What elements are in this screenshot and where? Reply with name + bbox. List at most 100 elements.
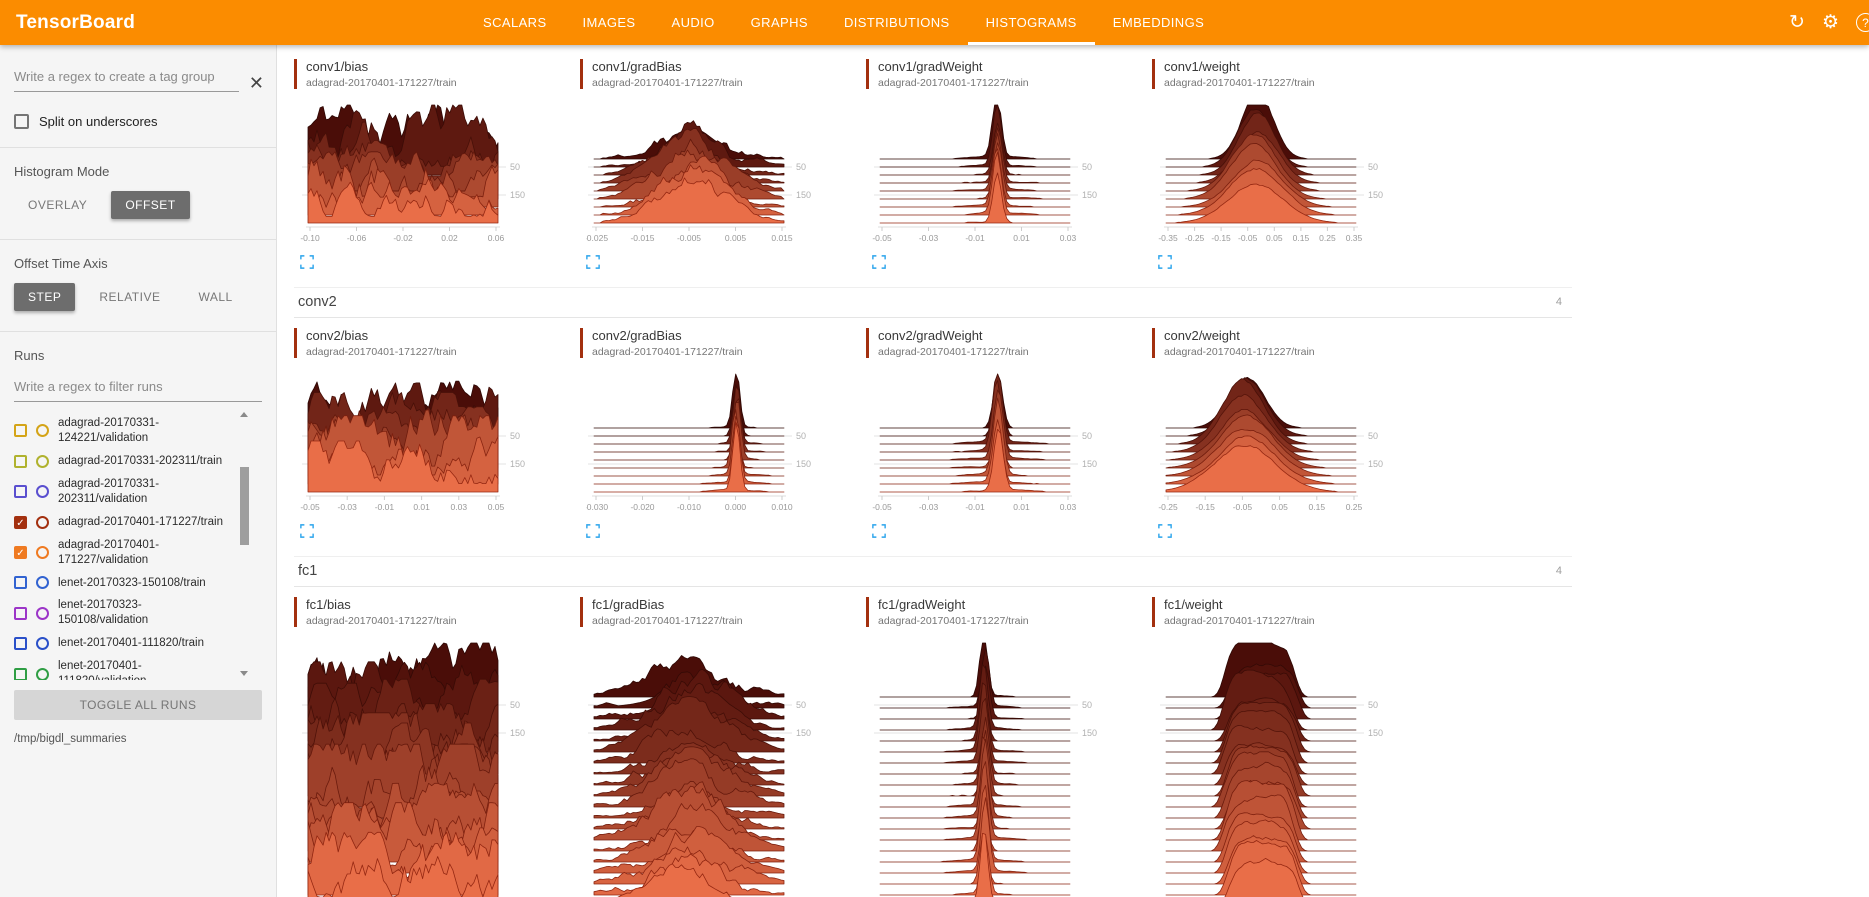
section-header-conv2[interactable]: conv2 4 <box>294 287 1572 318</box>
fullscreen-icon[interactable] <box>586 255 602 271</box>
histogram-chart[interactable]: 50 150 -0.025 -0.015 -0.005 0.005 0.015 <box>586 99 826 251</box>
chart-run-label: adagrad-20170401-171227/train <box>592 346 743 358</box>
run-checkbox[interactable]: ✓ <box>14 515 27 529</box>
svg-text:0.03: 0.03 <box>451 502 468 512</box>
tab-graphs[interactable]: GRAPHS <box>750 15 808 30</box>
svg-text:150: 150 <box>510 190 525 200</box>
histogram-chart[interactable]: 50 150 -0.05 -0.03 -0.01 0.01 0.03 0.05 <box>300 368 540 520</box>
tab-scalars[interactable]: SCALARS <box>483 15 547 30</box>
run-radio[interactable] <box>36 454 49 468</box>
run-item[interactable]: lenet-20170401-111820/train <box>0 632 276 655</box>
run-radio[interactable] <box>36 667 49 680</box>
refresh-icon[interactable]: ↻ <box>1789 12 1805 33</box>
histogram-chart[interactable]: 50 150 <box>1158 637 1398 897</box>
run-radio[interactable] <box>36 485 49 499</box>
svg-text:150: 150 <box>1082 459 1097 469</box>
runs-scrollbar[interactable] <box>238 412 250 676</box>
chart-title: conv2/weight <box>1164 328 1240 343</box>
run-label: lenet-20170401-111820/validation <box>58 660 146 680</box>
fullscreen-icon[interactable] <box>300 255 316 271</box>
svg-text:50: 50 <box>510 431 520 441</box>
histogram-chart[interactable]: 50 150 <box>300 637 540 897</box>
run-checkbox[interactable]: ✓ <box>14 546 27 560</box>
run-radio[interactable] <box>36 546 49 560</box>
histogram-chart[interactable]: 50 150 -0.25 -0.15 -0.05 0.05 0.15 0.25 <box>1158 368 1398 520</box>
offset-time-axis-buttons: STEP RELATIVE WALL <box>14 283 262 311</box>
run-item[interactable]: adagrad-20170331-124221/validation <box>0 412 276 450</box>
fullscreen-icon[interactable] <box>1158 255 1174 271</box>
main-content: conv1/bias adagrad-20170401-171227/train 5… <box>278 45 1869 897</box>
svg-text:150: 150 <box>796 190 811 200</box>
svg-text:-0.25: -0.25 <box>1158 502 1178 512</box>
card-row: conv1/bias adagrad-20170401-171227/train 5… <box>294 59 1869 271</box>
step-button[interactable]: STEP <box>14 283 76 311</box>
svg-text:50: 50 <box>1368 431 1378 441</box>
wall-button[interactable]: WALL <box>198 290 233 304</box>
run-radio[interactable] <box>36 576 49 590</box>
histogram-chart[interactable]: 50 150 -0.35 -0.25 -0.15 -0.05 0.05 0.15 0.25 0.3… <box>1158 99 1398 251</box>
run-item[interactable]: adagrad-20170331-202311/train <box>0 450 276 473</box>
histogram-chart[interactable]: 50 150 -0.05 -0.03 -0.01 0.01 0.03 <box>872 368 1112 520</box>
runs-regex-input[interactable] <box>14 375 262 402</box>
run-checkbox[interactable] <box>14 454 27 468</box>
tag-regex-input[interactable] <box>14 65 239 92</box>
run-label: lenet-20170323-150108/validation <box>58 599 149 627</box>
section-header-fc1[interactable]: fc1 4 <box>294 556 1572 587</box>
histogram-card: conv1/gradWeight adagrad-20170401-171227/… <box>866 59 1138 271</box>
histogram-chart[interactable]: 50 150 -0.030 -0.020 -0.010 0.000 0.010 <box>586 368 826 520</box>
chart-title: fc1/gradBias <box>592 597 665 612</box>
run-item[interactable]: ✓ adagrad-20170401-171227/train <box>0 511 276 534</box>
fullscreen-icon[interactable] <box>1158 524 1174 540</box>
scroll-thumb[interactable] <box>239 467 249 545</box>
chart-title: conv1/gradBias <box>592 59 682 74</box>
svg-text:0.02: 0.02 <box>441 233 458 243</box>
histogram-chart[interactable]: 50 150 -0.10 -0.06 -0.02 0.02 0.06 <box>300 99 540 251</box>
fullscreen-icon[interactable] <box>872 524 888 540</box>
run-checkbox[interactable] <box>14 576 27 590</box>
tab-images[interactable]: IMAGES <box>582 15 636 30</box>
run-radio[interactable] <box>36 606 49 620</box>
fullscreen-icon[interactable] <box>872 255 888 271</box>
histogram-chart[interactable]: 50 150 <box>872 637 1112 897</box>
run-item[interactable]: ✓ adagrad-20170401-171227/validation <box>0 534 276 572</box>
run-checkbox[interactable] <box>14 667 27 680</box>
run-checkbox[interactable] <box>14 637 27 651</box>
run-checkbox[interactable] <box>14 485 27 499</box>
run-radio[interactable] <box>36 515 49 529</box>
tab-distributions[interactable]: DISTRIBUTIONS <box>843 15 950 30</box>
run-radio[interactable] <box>36 637 49 651</box>
overlay-button[interactable]: OVERLAY <box>28 198 88 212</box>
scroll-up-icon[interactable] <box>240 412 248 417</box>
gear-icon[interactable]: ⚙ <box>1821 12 1839 33</box>
toggle-all-runs-button[interactable]: TOGGLE ALL RUNS <box>14 690 262 720</box>
split-underscores-label: Split on underscores <box>39 114 158 129</box>
help-icon[interactable]: ? <box>1856 13 1869 32</box>
svg-text:-0.005: -0.005 <box>677 233 701 243</box>
run-checkbox[interactable] <box>14 606 27 620</box>
close-icon[interactable]: ✕ <box>248 73 264 93</box>
svg-text:-0.03: -0.03 <box>919 502 939 512</box>
offset-button[interactable]: OFFSET <box>111 191 190 219</box>
svg-text:50: 50 <box>796 162 806 172</box>
scroll-down-icon[interactable] <box>240 671 248 676</box>
tab-audio[interactable]: AUDIO <box>671 15 715 30</box>
fullscreen-icon[interactable] <box>300 524 316 540</box>
tab-embeddings[interactable]: EMBEDDINGS <box>1112 15 1205 30</box>
run-checkbox[interactable] <box>14 424 27 438</box>
svg-text:-0.020: -0.020 <box>630 502 654 512</box>
histogram-chart[interactable]: 50 150 <box>586 637 826 897</box>
run-item[interactable]: lenet-20170401-111820/validation <box>0 655 276 680</box>
chart-run-label: adagrad-20170401-171227/train <box>592 615 743 627</box>
split-underscores-row[interactable]: Split on underscores <box>14 114 262 129</box>
relative-button[interactable]: RELATIVE <box>99 290 161 304</box>
tab-histograms[interactable]: HISTOGRAMS <box>967 0 1095 45</box>
run-item[interactable]: lenet-20170323-150108/validation <box>0 594 276 632</box>
fullscreen-icon[interactable] <box>586 524 602 540</box>
run-item[interactable]: lenet-20170323-150108/train <box>0 572 276 595</box>
scroll-track[interactable] <box>239 417 249 671</box>
run-radio[interactable] <box>36 424 49 438</box>
histogram-chart[interactable]: 50 150 -0.05 -0.03 -0.01 0.01 0.03 <box>872 99 1112 251</box>
split-underscores-checkbox[interactable] <box>14 114 29 129</box>
run-item[interactable]: adagrad-20170331-202311/validation <box>0 473 276 511</box>
svg-text:150: 150 <box>1368 190 1383 200</box>
